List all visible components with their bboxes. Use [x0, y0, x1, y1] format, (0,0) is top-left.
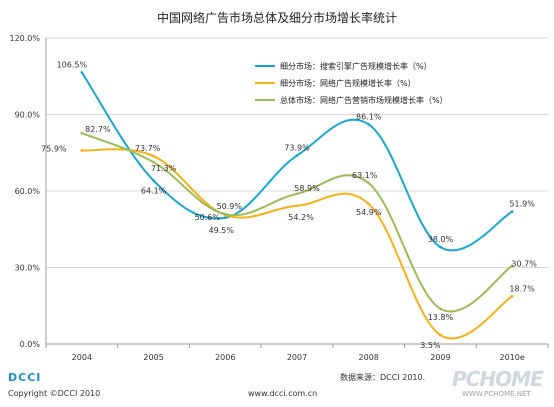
data-label: 49.5%: [209, 226, 235, 235]
data-label: 54.2%: [288, 213, 314, 222]
legend: 细分市场：搜索引擎广告规模增长率（%） 细分市场：网络广告规模增长率（%） 总体市场…: [255, 61, 448, 105]
data-point: [223, 216, 227, 220]
data-label: 13.8%: [428, 313, 454, 322]
data-label: 73.7%: [135, 144, 161, 153]
y-tick-label: 90.0%: [15, 111, 41, 120]
pchome-watermark: PCHOME: [452, 367, 544, 391]
series-line: [80, 132, 514, 313]
data-point: [295, 192, 299, 196]
website-text: www.dcci.com.cn: [248, 389, 317, 398]
data-point: [439, 245, 442, 249]
data-label: 106.5%: [57, 60, 88, 69]
x-tick-label: 2008: [359, 353, 379, 362]
data-point: [439, 307, 442, 311]
series: [80, 71, 514, 340]
legend-label: 总体市场：网络广告营销市场规模增长率（%）: [280, 95, 448, 105]
footer: DCCI Copyright ©DCCI 2010 www.dcci.com.c…: [8, 367, 545, 398]
data-point: [510, 294, 514, 298]
axes: 0.0% 30.0% 60.0% 90.0% 120.0% 2004 2005 2006 200…: [9, 34, 549, 362]
data-label: 30.7%: [511, 260, 537, 269]
data-label: 58.9%: [294, 184, 320, 193]
pchome-url: WWW.PCHOME.NET: [462, 390, 531, 398]
data-point: [152, 154, 155, 158]
y-tick-label: 120.0%: [9, 34, 40, 43]
data-label: 63.1%: [352, 171, 378, 180]
data-label: 73.9%: [284, 144, 310, 153]
x-tick-label: 2004: [72, 353, 92, 362]
source-text: 数据来源：DCCI 2010.: [340, 372, 425, 382]
y-tick-label: 60.0%: [15, 187, 41, 196]
data-label: 51.9%: [509, 200, 535, 209]
data-point: [295, 204, 299, 208]
data-label: 82.7%: [85, 125, 111, 134]
legend-label: 细分市场：搜索引擎广告规模增长率（%）: [280, 61, 432, 71]
data-label: 75.9%: [41, 144, 67, 153]
x-tick-label: 2010e: [500, 353, 525, 362]
data-label: 71.3%: [151, 164, 177, 173]
data-point: [439, 333, 442, 337]
data-point: [152, 179, 155, 182]
x-tick-label: 2009: [430, 353, 450, 362]
x-tick-label: 2006: [215, 353, 235, 362]
data-labels: 106.5% 64.1% 49.5% 73.9% 86.1% 38.0% 51.9% 75.9…: [41, 60, 537, 350]
data-point: [295, 154, 299, 157]
data-point: [80, 71, 84, 74]
data-point: [510, 264, 514, 268]
data-label: 18.7%: [509, 284, 535, 293]
x-tick-label: 2005: [143, 353, 163, 362]
y-tick-label: 30.0%: [15, 264, 41, 273]
data-label: 86.1%: [356, 112, 382, 121]
data-point: [152, 160, 155, 164]
data-point: [510, 210, 514, 214]
data-label: 38.0%: [428, 235, 454, 244]
data-label: 3.5%: [420, 341, 441, 350]
data-point: [80, 131, 84, 135]
data-label: 64.1%: [141, 187, 167, 196]
data-point: [367, 181, 371, 185]
copyright-text: Copyright ©DCCI 2010: [8, 389, 100, 398]
data-label: 54.9%: [356, 208, 382, 217]
dcci-logo: DCCI: [8, 371, 41, 384]
data-point: [367, 202, 371, 206]
data-point: [80, 149, 84, 152]
legend-label: 细分市场：网络广告规模增长率（%）: [280, 78, 416, 88]
x-tick-label: 2007: [287, 353, 307, 362]
chart-title: 中国网络广告市场总体及细分市场增长率统计: [157, 10, 397, 25]
data-point: [367, 123, 371, 126]
data-label: 50.9%: [217, 202, 243, 211]
data-point: [223, 212, 227, 216]
grid: [46, 37, 548, 268]
data-label: 50.6%: [195, 213, 221, 222]
y-tick-label: 0.0%: [20, 340, 41, 349]
